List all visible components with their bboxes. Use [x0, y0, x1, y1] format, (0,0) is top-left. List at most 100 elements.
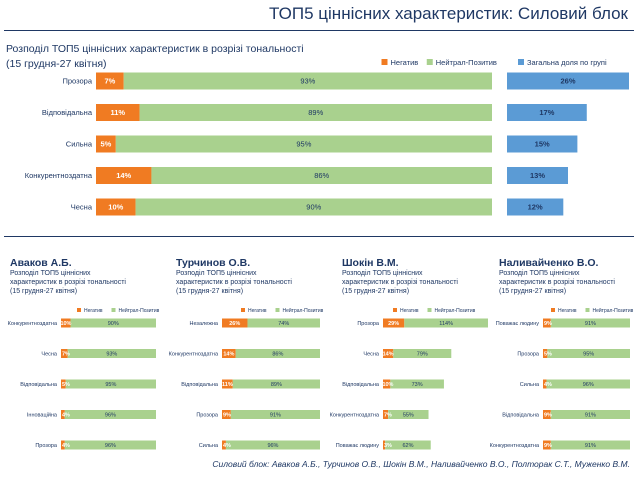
turchynov-chart-label-negative-3: 9%	[223, 412, 231, 418]
nalyvaichenko-chart-bar-neutral-1	[547, 349, 630, 358]
turchynov-chart-category-конкурентноздатна: Конкурентноздатна	[169, 351, 219, 357]
main-chart-label-neutral-2: 95%	[296, 140, 311, 149]
nalyvaichenko-chart-label-negative-3: 9%	[544, 412, 552, 418]
main-chart-legend-label-1: Нейтрал-Позитив	[436, 58, 497, 67]
turchynov-chart-bar-neutral-1	[235, 349, 320, 358]
turchynov-chart-bar-neutral-2	[232, 379, 320, 389]
main-chart-category-конкурентноздатна: Конкурентноздатна	[25, 171, 93, 180]
shokin-chart-bar-negative-3	[383, 410, 389, 419]
shokin-chart-category-чесна: Чесна	[363, 351, 380, 357]
main-chart-legend-swatch-0	[381, 59, 388, 65]
person-subtitle-avakov-1: Розподіл ТОП5 ціннісних	[10, 270, 91, 277]
shokin-chart-label-negative-1: 14%	[383, 351, 394, 357]
nalyvaichenko-chart-legend-swatch-1	[585, 308, 590, 312]
turchynov-chart-label-neutral-3: 91%	[270, 412, 281, 418]
main-chart-bar-negative-4	[96, 198, 136, 216]
share-chart-label-2: 15%	[535, 140, 550, 149]
avakov-chart-label-negative-3: 4%	[62, 412, 70, 418]
main-chart-bar-neutral-1	[139, 104, 492, 121]
shokin-chart-bar-neutral-1	[393, 349, 452, 358]
nalyvaichenko-chart-bar-negative-1	[543, 349, 548, 358]
avakov-chart-label-neutral-3: 96%	[105, 412, 116, 418]
shokin-chart-category-прозора: Прозора	[357, 321, 380, 327]
nalyvaichenko-chart-label-negative-4: 9%	[544, 443, 552, 449]
nalyvaichenko-chart-label-neutral-2: 96%	[583, 382, 594, 388]
nalyvaichenko-chart-category-відповідальна: Відповідальна	[502, 412, 540, 418]
nalyvaichenko-chart-bar-neutral-0	[550, 318, 630, 328]
person-name-avakov: Аваков А.Б.	[10, 257, 72, 269]
shokin-chart-label-negative-2: 10%	[382, 382, 393, 388]
avakov-chart-label-neutral-4: 96%	[105, 443, 116, 449]
avakov-chart-category-відповідальна: Відповідальна	[20, 382, 58, 388]
avakov-chart-label-neutral-2: 95%	[105, 382, 116, 388]
turchynov-chart-label-neutral-2: 89%	[271, 382, 282, 388]
shokin-chart-label-neutral-2: 73%	[412, 382, 423, 388]
person-subtitle-turchynov-3: (15 грудня-27 квітня)	[176, 288, 244, 295]
shokin-chart-legend-swatch-1	[427, 308, 432, 312]
avakov-chart-bar-negative-2	[61, 379, 66, 389]
main-chart-label-neutral-3: 86%	[314, 171, 329, 180]
share-chart-label-0: 26%	[560, 77, 575, 86]
shokin-chart-bar-neutral-4	[385, 440, 431, 450]
shokin-chart-bar-neutral-2	[390, 379, 444, 389]
section-divider	[4, 236, 634, 237]
nalyvaichenko-chart-label-neutral-3: 91%	[585, 412, 596, 418]
main-chart-category-чесна: Чесна	[71, 203, 93, 212]
turchynov-chart-label-neutral-4: 96%	[267, 443, 278, 449]
share-chart-bar-3	[507, 167, 568, 184]
avakov-chart-bar-negative-0	[61, 318, 71, 328]
shokin-chart-label-neutral-3: 55%	[403, 412, 414, 418]
main-chart-label-negative-0: 7%	[104, 77, 115, 86]
avakov-chart-category-чесна: Чесна	[41, 351, 58, 357]
main-chart-bar-neutral-4	[135, 198, 492, 216]
main-chart-subtitle-line-2: (15 грудня-27 квітня)	[6, 58, 107, 70]
avakov-chart-label-neutral-0: 90%	[108, 321, 119, 327]
shokin-chart-bar-negative-4	[383, 440, 386, 450]
main-chart-label-negative-1: 11%	[110, 108, 125, 117]
share-chart-bar-1	[507, 104, 587, 121]
turchynov-chart-label-negative-4: 4%	[223, 443, 231, 449]
turchynov-chart-label-neutral-0: 74%	[278, 321, 289, 327]
main-chart-legend-label-0: Негатив	[391, 58, 419, 67]
person-subtitle-turchynov-1: Розподіл ТОП5 ціннісних	[176, 270, 257, 277]
person-subtitle-shokin-3: (15 грудня-27 квітня)	[342, 288, 410, 295]
turchynov-chart-label-neutral-1: 86%	[272, 351, 283, 357]
main-chart-label-negative-2: 5%	[100, 140, 111, 149]
share-chart-bar-0	[507, 72, 629, 90]
main-chart-bar-neutral-3	[151, 167, 492, 184]
nalyvaichenko-chart-legend-label-0: Негатив	[558, 308, 577, 314]
nalyvaichenko-chart-category-конкурентноздатна: Конкурентноздатна	[490, 443, 540, 449]
nalyvaichenko-chart-category-поважає-людину: Поважає людину	[496, 321, 540, 327]
person-name-shokin: Шокін В.М.	[342, 257, 399, 269]
main-chart-bar-neutral-0	[123, 72, 492, 90]
avakov-chart-bar-neutral-2	[65, 379, 156, 389]
nalyvaichenko-chart-label-negative-1: 5%	[544, 351, 552, 357]
nalyvaichenko-chart-label-neutral-1: 95%	[583, 351, 594, 357]
avakov-chart-category-прозора: Прозора	[35, 443, 58, 449]
shokin-chart-label-negative-3: 7%	[384, 412, 392, 418]
shokin-chart-bar-negative-2	[383, 379, 391, 389]
nalyvaichenko-chart-legend-swatch-0	[551, 308, 555, 312]
shokin-chart-label-neutral-4: 62%	[402, 443, 413, 449]
main-chart-label-negative-4: 10%	[108, 203, 123, 212]
turchynov-chart-label-negative-1: 14%	[223, 351, 234, 357]
turchynov-chart-legend-swatch-1	[275, 308, 280, 312]
turchynov-chart-bar-negative-1	[222, 349, 236, 358]
shokin-chart-bar-neutral-3	[388, 410, 429, 419]
share-chart-bar-4	[507, 198, 564, 216]
main-chart-bar-negative-1	[96, 104, 140, 121]
nalyvaichenko-chart-label-negative-0: 9%	[544, 321, 552, 327]
main-chart-label-negative-3: 14%	[116, 171, 131, 180]
avakov-chart-label-negative-0: 10%	[60, 321, 71, 327]
main-chart-subtitle-line-1: Розподіл ТОП5 ціннісних характеристик в …	[6, 43, 304, 55]
avakov-chart-bar-neutral-4	[64, 440, 156, 450]
nalyvaichenko-chart-bar-negative-0	[543, 318, 551, 328]
person-name-turchynov: Турчинов О.В.	[176, 257, 251, 269]
person-subtitle-nalyvaichenko-2: характеристик в розрізі тональності	[499, 279, 615, 286]
turchynov-chart-label-negative-0: 26%	[229, 321, 240, 327]
turchynov-chart-bar-negative-4	[222, 440, 226, 450]
nalyvaichenko-chart-bar-neutral-4	[550, 440, 630, 450]
shokin-chart-legend-label-1: Нейтрал-Позитив	[435, 307, 476, 314]
nalyvaichenko-chart-bar-negative-3	[543, 410, 551, 419]
shokin-chart-bar-negative-1	[383, 349, 394, 358]
